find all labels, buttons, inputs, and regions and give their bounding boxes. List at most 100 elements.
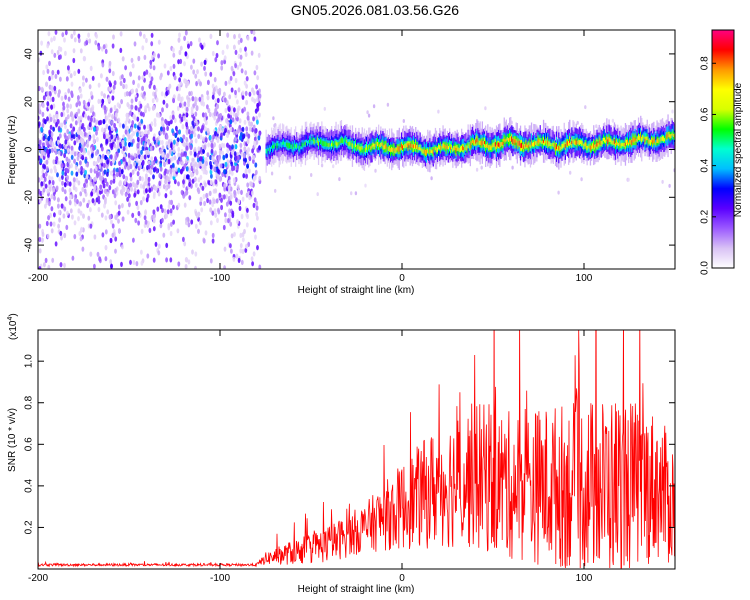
colorbar-ticks: 0.00.20.40.60.8: [700, 56, 716, 275]
heatmap-cell: [610, 139, 612, 144]
heatmap-cell: [351, 143, 354, 149]
heatmap-cell: [110, 119, 114, 125]
heatmap-cell: [60, 111, 64, 118]
heatmap-cell: [114, 126, 118, 132]
heatmap-cell: [136, 171, 140, 177]
heatmap-cell: [214, 150, 217, 156]
heatmap-cell: [381, 142, 383, 146]
heatmap-cell: [124, 129, 128, 135]
heatmap-cell: [256, 215, 259, 221]
heatmap-cell: [398, 146, 400, 152]
heatmap-cell: [212, 134, 216, 140]
heatmap-cell: [563, 141, 565, 147]
heatmap-cell: [177, 181, 180, 187]
heatmap-cell: [149, 145, 153, 152]
heatmap-cell: [176, 159, 180, 165]
heatmap-cell: [106, 159, 110, 165]
heatmap-cell: [163, 170, 167, 176]
heatmap-cell: [505, 138, 507, 142]
heatmap-cell: [622, 142, 624, 147]
heatmap-cell: [420, 148, 422, 152]
heatmap-cell: [376, 142, 379, 147]
heatmap-cell: [250, 181, 254, 188]
heatmap-cell: [50, 131, 54, 138]
heatmap-cell: [47, 264, 51, 269]
heatmap-cell: [101, 232, 105, 238]
heatmap-cell: [88, 136, 91, 142]
heatmap-cell: [79, 236, 83, 242]
heatmap-cell: [248, 121, 252, 127]
heatmap-cell: [41, 123, 45, 129]
heatmap-cell: [129, 172, 133, 178]
y-tick-label: 0.2: [24, 520, 35, 534]
heatmap-cell: [471, 139, 474, 143]
heatmap-cell: [547, 140, 549, 145]
heatmap-cell: [233, 151, 237, 157]
y-tick-label: 20: [24, 96, 35, 108]
heatmap-cell: [70, 163, 73, 169]
heatmap-cell: [64, 30, 68, 36]
heatmap-cell: [234, 136, 237, 142]
heatmap-cell: [524, 144, 526, 149]
heatmap-cell: [127, 165, 130, 171]
heatmap-cell: [40, 149, 44, 155]
heatmap-cell: [590, 145, 593, 150]
heatmap-cell: [453, 145, 455, 151]
heatmap-cell: [159, 149, 163, 155]
heatmap-cell: [172, 63, 176, 69]
heatmap-cell: [179, 156, 183, 162]
heatmap-cell: [38, 223, 42, 229]
heatmap-cell: [512, 138, 514, 145]
heatmap-cell: [557, 146, 559, 151]
heatmap-cell: [253, 98, 257, 104]
heatmap-cell: [139, 164, 143, 170]
heatmap-cell: [221, 150, 225, 156]
heatmap-cell: [52, 187, 55, 193]
heatmap-cell: [230, 248, 233, 254]
heatmap-cell: [416, 145, 418, 150]
heatmap-cell: [407, 143, 409, 149]
colorbar-tick-label: 0.2: [700, 209, 711, 223]
heatmap-cell: [234, 112, 238, 118]
heatmap-cell: [233, 44, 236, 50]
heatmap-cell: [497, 142, 499, 147]
heatmap-cell: [586, 146, 588, 151]
heatmap-cell: [122, 83, 125, 90]
heatmap-cell: [240, 189, 243, 195]
heatmap-cell: [224, 107, 228, 114]
heatmap-cell: [246, 163, 250, 169]
heatmap-cell: [277, 141, 279, 146]
heatmap-cell: [209, 71, 213, 77]
heatmap-cell: [447, 146, 450, 150]
heatmap-cell: [255, 211, 258, 217]
heatmap-cell: [77, 68, 81, 74]
heatmap-cell: [194, 265, 197, 269]
heatmap-cell: [316, 137, 319, 143]
heatmap-y-label: Frequency (Hz): [7, 116, 18, 185]
heatmap-cell: [81, 246, 85, 252]
heatmap-cell: [119, 31, 123, 37]
heatmap-cell: [74, 201, 77, 207]
heatmap-cell: [185, 190, 189, 196]
heatmap-cell: [52, 35, 56, 42]
heatmap-cell: [147, 220, 150, 226]
heatmap-cell: [195, 105, 199, 112]
heatmap-cell: [188, 195, 192, 201]
heatmap-cell: [232, 165, 236, 171]
heatmap-cell: [39, 158, 43, 164]
heatmap-cell: [117, 228, 121, 234]
heatmap-cell: [291, 144, 293, 150]
heatmap-cell: [236, 219, 239, 225]
heatmap-cell: [143, 154, 147, 160]
heatmap-cell: [199, 81, 202, 87]
heatmap-cell: [69, 194, 72, 200]
heatmap-cell: [244, 247, 248, 253]
heatmap-cell: [194, 126, 198, 132]
heatmap-cell: [191, 178, 195, 184]
heatmap-cell: [149, 63, 153, 70]
heatmap-cell: [232, 177, 236, 183]
heatmap-cell: [357, 144, 359, 150]
heatmap-cell: [194, 138, 198, 144]
heatmap-cell: [114, 155, 118, 161]
